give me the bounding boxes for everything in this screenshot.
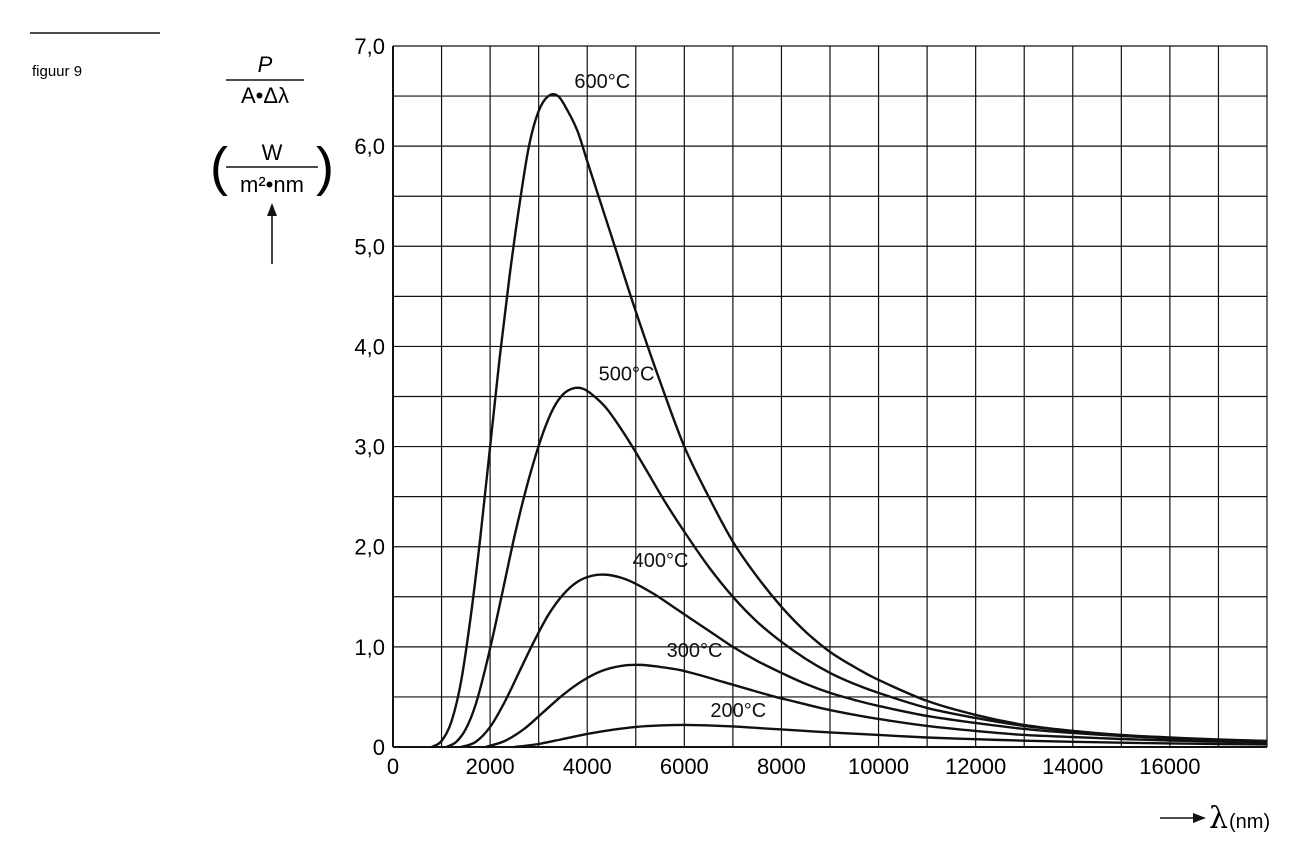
curve-600c [431, 93, 1268, 749]
grid [392, 45, 1268, 748]
curve-label-500c: 500°C [599, 363, 655, 385]
curve-300c [484, 663, 1268, 749]
y-tick-labels: 0 1,0 2,0 3,0 4,0 5,0 6,0 7,0 [354, 34, 385, 760]
y-tick-label: 6,0 [354, 134, 385, 159]
y-unit-denominator: m²•nm [240, 172, 304, 197]
y-tick-label: 4,0 [354, 334, 385, 359]
y-axis-arrow-head [267, 203, 277, 216]
x-tick-label: 10000 [848, 754, 909, 779]
x-tick-labels: 0 2000 4000 6000 8000 10000 12000 14000 16000 [387, 754, 1201, 779]
curve-label-400c: 400°C [633, 550, 689, 572]
y-tick-label: 7,0 [354, 34, 385, 59]
x-tick-label: 12000 [945, 754, 1006, 779]
x-axis-label: λ (nm) [1160, 801, 1270, 836]
y-tick-label: 3,0 [354, 435, 385, 460]
curve-label-300c: 300°C [667, 640, 723, 662]
x-label-symbol: λ [1209, 801, 1228, 836]
x-tick-label: 0 [387, 754, 399, 779]
x-tick-label: 6000 [660, 754, 709, 779]
curve-label-600c: 600°C [574, 71, 630, 93]
y-tick-label: 5,0 [354, 234, 385, 259]
y-unit-right-paren: ) [316, 137, 334, 197]
y-axis-label: P A•Δλ ( W m²•nm ) [210, 52, 334, 264]
curve-500c [445, 386, 1268, 749]
y-tick-label: 2,0 [354, 535, 385, 560]
y-label-denominator: A•Δλ [241, 83, 289, 108]
x-tick-label: 14000 [1042, 754, 1103, 779]
x-tick-label: 2000 [466, 754, 515, 779]
y-label-numerator: P [258, 52, 273, 77]
y-unit-numerator: W [262, 140, 283, 165]
y-tick-label: 0 [373, 735, 385, 760]
curve-labels: 600°C 500°C 400°C 300°C 200°C [574, 71, 766, 722]
x-tick-label: 4000 [563, 754, 612, 779]
curve-label-200c: 200°C [710, 700, 766, 722]
x-tick-label: 8000 [757, 754, 806, 779]
curve-200c [514, 723, 1268, 749]
curve-400c [460, 573, 1268, 749]
y-tick-label: 1,0 [354, 635, 385, 660]
y-unit-left-paren: ( [210, 137, 228, 197]
x-label-unit: (nm) [1229, 811, 1270, 833]
figure-label: figuur 9 [32, 63, 82, 80]
x-axis-arrow-head [1193, 813, 1206, 823]
curves [431, 93, 1268, 749]
x-tick-label: 16000 [1139, 754, 1200, 779]
